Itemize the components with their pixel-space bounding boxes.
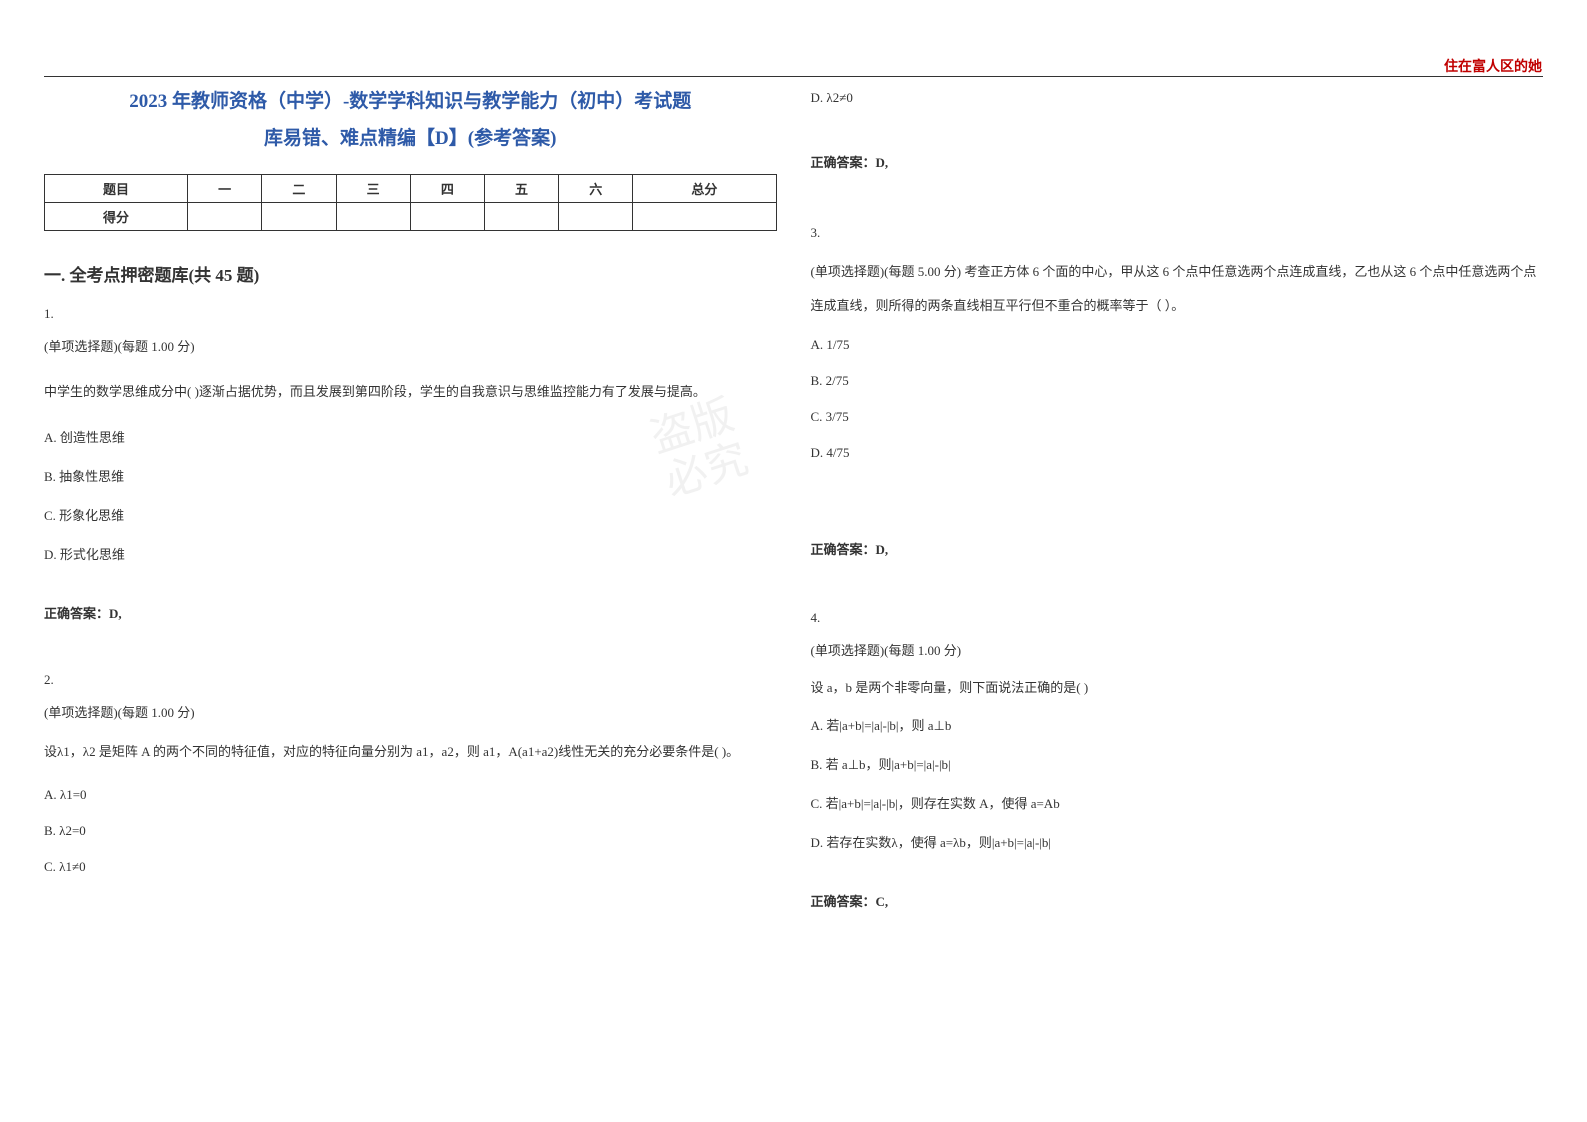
q2-optA: A. λ1=0 — [44, 787, 777, 803]
td-empty — [559, 203, 633, 231]
q4-type: (单项选择题)(每题 1.00 分) — [811, 640, 1544, 659]
td-empty — [484, 203, 558, 231]
th-6: 六 — [559, 175, 633, 203]
q1-answer: 正确答案：D, — [44, 603, 777, 622]
td-empty — [410, 203, 484, 231]
header-watermark: 住在富人区的她 — [1444, 56, 1542, 76]
q2-optD: D. λ2≠0 — [811, 90, 1544, 106]
q4-optB: B. 若 a⊥b，则|a+b|=|a|-|b| — [811, 754, 1544, 773]
q4-optA: A. 若|a+b|=|a|-|b|，则 a⊥b — [811, 715, 1544, 734]
table-row: 题目 一 二 三 四 五 六 总分 — [45, 175, 777, 203]
q3-optA: A. 1/75 — [811, 337, 1544, 353]
td-empty — [336, 203, 410, 231]
doc-title-line1: 2023 年教师资格（中学）-数学学科知识与教学能力（初中）考试题 — [44, 86, 777, 113]
th-0: 题目 — [45, 175, 188, 203]
th-7: 总分 — [633, 175, 776, 203]
q3-optC: C. 3/75 — [811, 409, 1544, 425]
q2-type: (单项选择题)(每题 1.00 分) — [44, 702, 777, 721]
q3-optD: D. 4/75 — [811, 445, 1544, 461]
q1-num: 1. — [44, 306, 777, 322]
q1-type: (单项选择题)(每题 1.00 分) — [44, 336, 777, 355]
th-4: 四 — [410, 175, 484, 203]
q4-num: 4. — [811, 610, 1544, 626]
page-content: 2023 年教师资格（中学）-数学学科知识与教学能力（初中）考试题 库易错、难点… — [44, 82, 1543, 910]
td-label: 得分 — [45, 203, 188, 231]
q2-answer: 正确答案：D, — [811, 152, 1544, 171]
q4-text: 设 a，b 是两个非零向量，则下面说法正确的是( ) — [811, 679, 1544, 697]
q1-optB: B. 抽象性思维 — [44, 466, 777, 485]
q3-answer: 正确答案：D, — [811, 539, 1544, 558]
table-row: 得分 — [45, 203, 777, 231]
header-divider — [44, 76, 1543, 77]
td-empty — [633, 203, 776, 231]
q4-optC: C. 若|a+b|=|a|-|b|，则存在实数 A，使得 a=Ab — [811, 793, 1544, 812]
doc-title-line2: 库易错、难点精编【D】(参考答案) — [44, 123, 777, 150]
q1-optC: C. 形象化思维 — [44, 505, 777, 524]
header-watermark-text: 住在富人区的她 — [1444, 60, 1542, 75]
q2-num: 2. — [44, 672, 777, 688]
q3-num: 3. — [811, 225, 1544, 241]
q4-optD: D. 若存在实数λ，使得 a=λb，则|a+b|=|a|-|b| — [811, 832, 1544, 851]
section-heading: 一. 全考点押密题库(共 45 题) — [44, 261, 777, 286]
th-2: 二 — [262, 175, 336, 203]
q4-answer: 正确答案：C, — [811, 891, 1544, 910]
score-table: 题目 一 二 三 四 五 六 总分 得分 — [44, 174, 777, 231]
right-column: D. λ2≠0 正确答案：D, 3. (单项选择题)(每题 5.00 分) 考查… — [811, 82, 1544, 910]
q2-text: 设λ1，λ2 是矩阵 A 的两个不同的特征值，对应的特征向量分别为 a1，a2，… — [44, 735, 777, 769]
td-empty — [188, 203, 262, 231]
q2-optC: C. λ1≠0 — [44, 859, 777, 875]
th-1: 一 — [188, 175, 262, 203]
q1-optD: D. 形式化思维 — [44, 544, 777, 563]
q1-optA: A. 创造性思维 — [44, 427, 777, 446]
td-empty — [262, 203, 336, 231]
q3-optB: B. 2/75 — [811, 373, 1544, 389]
q2-optB: B. λ2=0 — [44, 823, 777, 839]
th-3: 三 — [336, 175, 410, 203]
th-5: 五 — [484, 175, 558, 203]
q1-text: 中学生的数学思维成分中( )逐渐占据优势，而且发展到第四阶段，学生的自我意识与思… — [44, 375, 777, 409]
left-column: 2023 年教师资格（中学）-数学学科知识与教学能力（初中）考试题 库易错、难点… — [44, 82, 777, 910]
q3-type: (单项选择题)(每题 5.00 分) 考查正方体 6 个面的中心，甲从这 6 个… — [811, 255, 1544, 323]
